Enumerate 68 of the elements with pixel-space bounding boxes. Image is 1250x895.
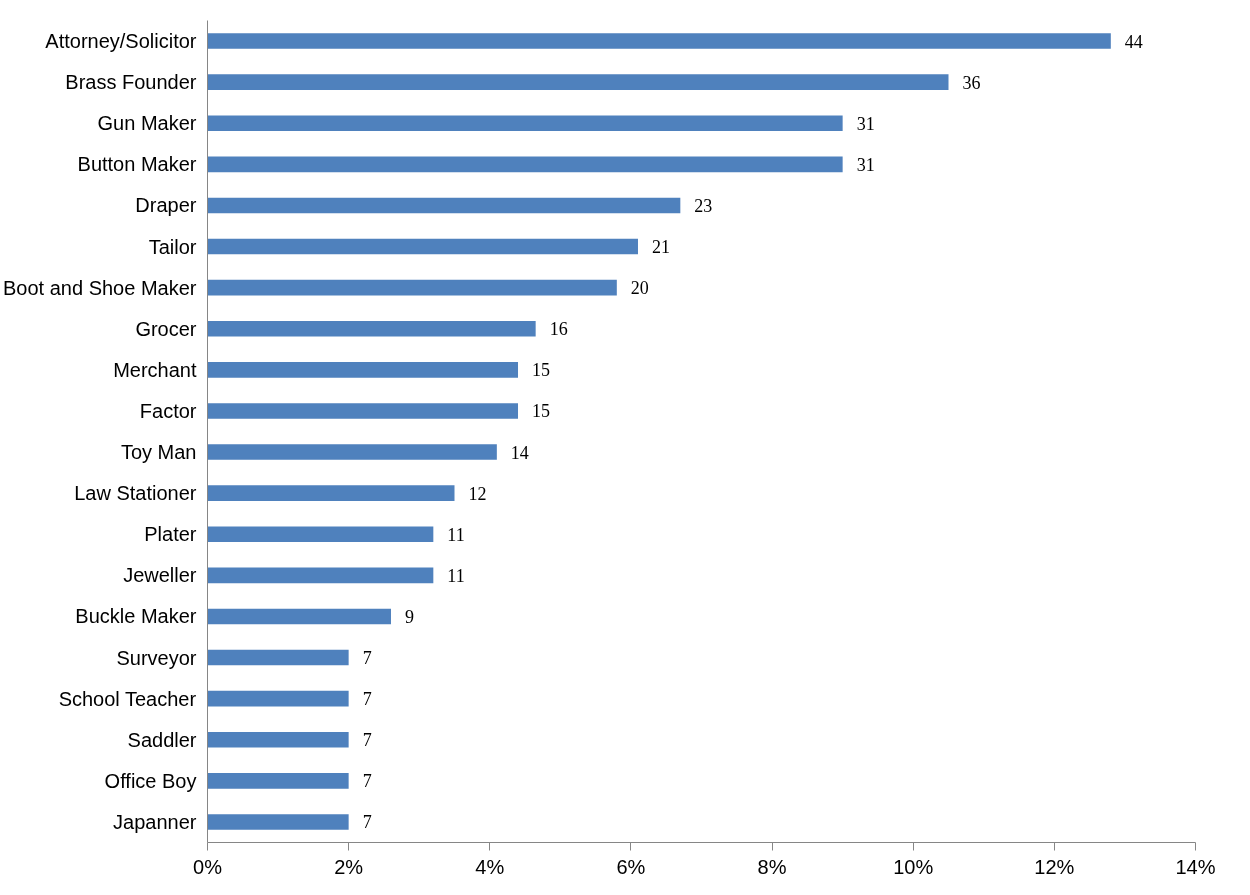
y-tick-label: Surveyor <box>116 646 197 669</box>
bar <box>207 649 349 666</box>
bar <box>207 156 843 173</box>
y-tick-label: Draper <box>135 194 197 217</box>
annotation: 7 <box>362 771 372 792</box>
annotation: 36 <box>962 72 981 93</box>
x-tick-label: 12% <box>1034 855 1075 878</box>
y-tick-label: Law Stationer <box>74 482 197 505</box>
annotation: 31 <box>856 113 875 134</box>
annotation: 11 <box>447 565 465 586</box>
y-tick-label: Grocer <box>135 317 197 340</box>
annotation: 15 <box>532 401 551 422</box>
y-tick-label: Merchant <box>113 358 197 381</box>
bar <box>207 197 681 214</box>
bar <box>207 279 617 296</box>
bar <box>207 362 519 378</box>
y-tick-label: Jeweller <box>123 564 197 587</box>
x-tick-label: 4% <box>475 855 505 878</box>
annotation: 12 <box>468 483 487 504</box>
bar <box>207 731 349 748</box>
y-tick-label: Button Maker <box>77 153 197 176</box>
annotation: 31 <box>856 154 875 175</box>
bar <box>207 444 497 460</box>
y-tick-label: Gun Maker <box>97 112 197 135</box>
bar <box>207 115 843 132</box>
x-tick-label: 2% <box>334 855 364 878</box>
bar <box>207 403 519 419</box>
y-tick-label: Factor <box>139 399 197 422</box>
y-tick-label: Attorney/Solicitor <box>45 30 197 53</box>
y-tick-label: Saddler <box>127 728 197 751</box>
y-tick-label: Tailor <box>148 235 197 258</box>
bar <box>207 567 434 584</box>
annotation: 11 <box>447 524 465 545</box>
y-tick-label: Boot and Shoe Maker <box>3 276 197 299</box>
x-tick-label: 6% <box>616 855 646 878</box>
bar <box>207 74 949 90</box>
annotation: 7 <box>362 689 372 710</box>
bar <box>207 690 349 707</box>
annotation: 44 <box>1124 31 1143 52</box>
annotation: 7 <box>362 730 372 751</box>
bar <box>207 33 1111 49</box>
annotation: 21 <box>651 237 670 258</box>
y-tick-label: Office Boy <box>104 769 197 792</box>
bar <box>207 485 455 501</box>
y-tick-label: Japanner <box>113 810 197 833</box>
annotation: 20 <box>630 278 649 299</box>
y-tick-label: Buckle Maker <box>75 605 197 628</box>
bar <box>207 773 349 789</box>
x-tick-label: 0% <box>193 855 223 878</box>
annotation: 7 <box>362 812 372 833</box>
bar <box>207 320 536 337</box>
bar <box>207 608 391 625</box>
x-tick-label: 8% <box>757 855 787 878</box>
annotation: 15 <box>532 360 551 381</box>
annotation: 14 <box>510 442 529 463</box>
y-tick-label: Plater <box>144 523 197 546</box>
y-tick-label: Toy Man <box>120 441 197 464</box>
annotation: 23 <box>694 195 713 216</box>
bar <box>207 814 349 830</box>
annotation: 7 <box>362 648 372 669</box>
x-tick-label: 14% <box>1175 855 1216 878</box>
y-tick-label: School Teacher <box>58 687 197 710</box>
annotation: 9 <box>404 606 414 627</box>
y-tick-label: Brass Founder <box>65 71 197 94</box>
bar <box>207 238 638 255</box>
bar <box>207 526 434 543</box>
x-tick-label: 10% <box>893 855 934 878</box>
annotation: 16 <box>549 319 568 340</box>
